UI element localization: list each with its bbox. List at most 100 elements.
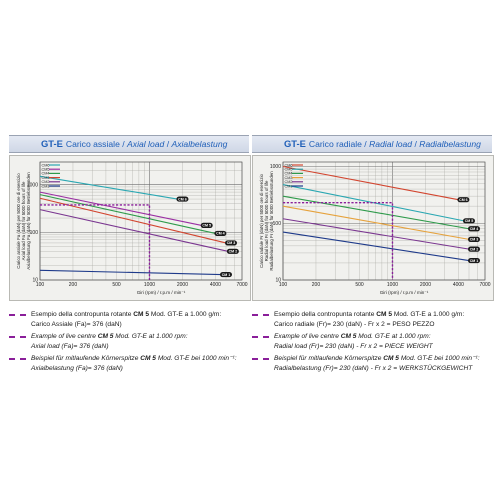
legend-label: CM6: [285, 163, 293, 167]
legend-label: CM4: [285, 172, 293, 176]
note-line-2: Radial load (Fr)= 230 (daN) - Fr x 2 = P…: [274, 342, 433, 350]
x-tick-label: 4000: [453, 282, 464, 288]
legend-label: CM3: [42, 176, 50, 180]
y-axis-label-line: Carico assiale Fa (daN) per 5000 ore di …: [16, 173, 21, 269]
series-badge: [219, 271, 232, 278]
series-badge-label: CM 1: [470, 259, 479, 263]
grid: [39, 161, 243, 281]
x-tick-label: 1000: [387, 282, 398, 288]
x-tick-label: 2000: [177, 282, 188, 288]
series-badge-label: CM 2: [470, 247, 479, 251]
dashed-line-icon: [252, 358, 269, 361]
series-badge-label: CM 6: [178, 197, 187, 201]
example-note-de: Beispiel für mitlaufende Körnerspitze CM…: [9, 354, 249, 373]
note-line-1: Beispiel für mitlaufende Körnerspitze CM…: [274, 355, 480, 363]
x-tick-label: 500: [112, 282, 121, 288]
panel-header: GT-E Carico radiale / Radial load / Radia…: [252, 135, 492, 153]
plot-frame: [282, 161, 486, 281]
legend-label: CM4: [42, 172, 50, 176]
legend-label: CM1: [285, 184, 293, 188]
legend-label: CM1: [42, 184, 50, 188]
series-badge-label: CM 5: [202, 224, 211, 228]
legend-label: CM2: [285, 180, 293, 184]
series-badge-label: CM 3: [470, 238, 479, 242]
radial-notes: Esempio della contropunta rotante CM 5 M…: [252, 310, 492, 377]
series-badge-label: CM 2: [229, 250, 238, 254]
example-note-it: Esempio della contropunta rotante CM 5 M…: [9, 310, 249, 329]
title-it: Carico radiale: [308, 139, 362, 149]
dashed-line-icon: [252, 336, 269, 339]
legend-label: CM2: [42, 180, 50, 184]
example-note-de: Beispiel für mitlaufende Körnerspitze CM…: [252, 354, 492, 373]
series-line-cm4: [39, 194, 216, 234]
example-guide-line: [40, 204, 151, 280]
axial-load-chart: 100 200 500 1000 2000 4000 7000 10 100 1000 Giri (…: [9, 155, 251, 301]
series-badge-label: CM 4: [216, 232, 225, 236]
x-tick-label: 200: [312, 282, 321, 288]
series-badge: [457, 197, 470, 203]
x-tick-label: 1000: [144, 282, 155, 288]
x-tick-label: 100: [36, 282, 45, 288]
title-it: Carico assiale: [65, 139, 120, 149]
title-de: Radialbelastung: [419, 139, 481, 149]
grid: [282, 162, 486, 281]
y-tick-label: 100: [30, 230, 39, 236]
series-line-cm1: [39, 269, 222, 276]
x-axis-label: Giri (rpm) / r.p.m / min⁻¹: [137, 290, 186, 295]
model-name: GT-E: [284, 138, 306, 149]
y-axis-label-line: Axial load Fa (daN) for 5000 hours of li…: [21, 181, 26, 260]
dashed-line-icon: [252, 314, 269, 316]
series-line-cm3: [39, 197, 227, 244]
series-line-cm5: [39, 191, 202, 226]
series-badge: [200, 222, 213, 229]
y-axis-label-line: Radialbelastung Fr (daN) für 5000 Betrie…: [269, 171, 274, 271]
series-badge: [462, 218, 475, 224]
y-axis-label-line: Axialbelastung Fa (daN) für 5000 Betrieb…: [26, 172, 31, 270]
series-badge: [468, 246, 481, 252]
series-badge: [468, 226, 481, 232]
title-en: Axial load: [127, 139, 165, 149]
y-tick-label: 10: [275, 278, 281, 284]
panel-header: GT-E Carico assiale / Axial load / Axialb…: [9, 135, 249, 153]
note-line-2: Axial load (Fa)= 376 (daN): [31, 342, 109, 350]
note-line-2: Carico radiale (Fr)= 230 (daN) - Fr x 2 …: [274, 320, 435, 328]
series-badge-label: CM 1: [222, 273, 231, 277]
x-tick-label: 100: [279, 282, 288, 288]
series-line-cm4: [282, 195, 470, 230]
axial-load-panel: GT-E Carico assiale / Axial load / Axialb…: [9, 135, 251, 372]
series-line-cm1: [282, 231, 470, 262]
series-line-cm6: [39, 175, 178, 200]
series-line-cm6: [282, 165, 459, 201]
series-line-cm5: [282, 184, 465, 222]
title-en: Radial load: [369, 139, 413, 149]
x-tick-label: 7000: [236, 282, 247, 288]
series-badge: [214, 230, 227, 237]
radial-load-panel: GT-E Carico radiale / Radial load / Radia…: [252, 135, 494, 372]
y-tick-label: 1000: [27, 182, 38, 188]
note-line-2: Carico Assiale (Fa)= 376 (daN): [31, 320, 122, 328]
x-tick-label: 4000: [210, 282, 221, 288]
note-line-2: Radialbelastung (Fr)= 230 (daN) - Fr x 2…: [274, 364, 473, 372]
note-line-1: Beispiel für mitlaufende Körnerspitze CM…: [31, 355, 237, 363]
series-line-cm3: [282, 205, 470, 240]
legend-label: CM6: [42, 163, 50, 167]
example-note-it: Esempio della contropunta rotante CM 5 M…: [252, 310, 492, 329]
series-line-cm2: [282, 218, 470, 250]
plot-frame: [39, 161, 243, 281]
x-tick-label: 500: [355, 282, 364, 288]
y-axis-label-line: Carico radiale Fr (daN) per 5000 ore di …: [259, 173, 264, 268]
legend-label: CM5: [42, 168, 50, 172]
example-note-en: Example of live centre CM 5 Mod. GT-E at…: [9, 332, 249, 351]
radial-load-chart: 100 200 500 1000 2000 4000 7000 10 100 1000 Giri (…: [252, 155, 494, 301]
example-note-en: Example of live centre CM 5 Mod. GT-E at…: [252, 332, 492, 351]
x-tick-label: 2000: [420, 282, 431, 288]
series-badge-label: CM 4: [470, 227, 479, 231]
series-badge: [226, 248, 239, 254]
model-name: GT-E: [41, 138, 63, 149]
x-tick-label: 200: [69, 282, 78, 288]
x-axis-label: Giri (rpm) / r.p.m / min⁻¹: [380, 290, 429, 295]
y-tick-label: 10: [32, 278, 38, 284]
dashed-line-icon: [9, 358, 26, 361]
